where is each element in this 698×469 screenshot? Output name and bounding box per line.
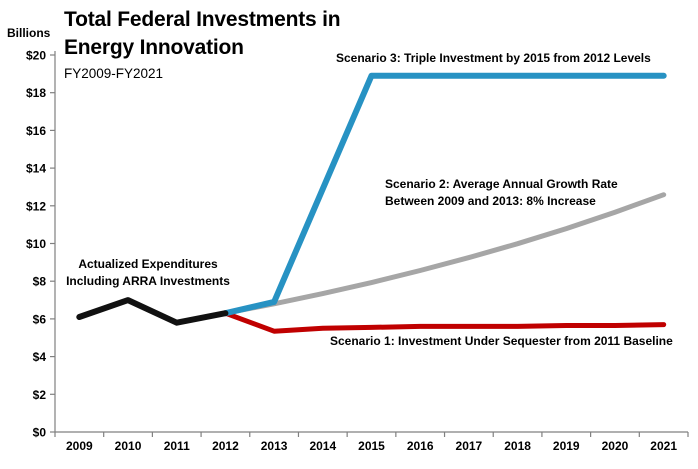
x-tick-label: 2012 [212, 439, 239, 453]
series-line-scenario3 [222, 72, 667, 317]
x-tick-label: 2017 [456, 439, 483, 453]
y-tick-label: $20 [26, 49, 46, 63]
y-tick-label: $10 [26, 237, 46, 251]
y-tick-label: $6 [33, 312, 47, 326]
y-tick-label: $2 [33, 388, 47, 402]
x-tick-label: 2011 [164, 439, 190, 453]
annotation-actualized-expenditures: Actualized Expenditures Including ARRA I… [56, 256, 240, 290]
chart-title-line2: Energy Innovation [64, 36, 244, 59]
annotation-actualized-line1: Actualized Expenditures [78, 257, 218, 271]
y-tick-label: $18 [26, 86, 46, 100]
annotation-actualized-line2: Including ARRA Investments [66, 274, 230, 288]
x-tick-label: 2021 [650, 439, 677, 453]
annotation-scenario2-line1: Scenario 2: Average Annual Growth Rate [385, 177, 618, 191]
x-tick-label: 2010 [115, 439, 142, 453]
annotation-scenario1: Scenario 1: Investment Under Sequester f… [330, 334, 673, 348]
x-tick-label: 2013 [261, 439, 288, 453]
annotation-scenario2-line2: Between 2009 and 2013: 8% Increase [385, 194, 596, 208]
y-tick-label: $14 [26, 162, 46, 176]
y-tick-label: $4 [33, 350, 47, 364]
y-axis-unit-label: Billions [7, 26, 51, 40]
y-tick-label: $12 [26, 199, 46, 213]
series-line-scenario1 [222, 310, 667, 334]
x-tick-label: 2009 [66, 439, 93, 453]
y-tick-label: $0 [33, 426, 47, 440]
annotation-scenario3: Scenario 3: Triple Investment by 2015 fr… [336, 51, 651, 65]
x-tick-label: 2018 [504, 439, 531, 453]
chart-title-block: Total Federal Investments in Energy Inno… [64, 6, 341, 82]
x-tick-label: 2016 [407, 439, 434, 453]
series-line-actual [76, 297, 229, 326]
x-tick-label: 2020 [602, 439, 629, 453]
y-tick-label: $8 [33, 275, 47, 289]
annotation-scenario2: Scenario 2: Average Annual Growth Rate B… [385, 176, 618, 210]
chart-title-line1: Total Federal Investments in [64, 8, 341, 31]
y-tick-label: $16 [26, 124, 46, 138]
chart-subtitle: FY2009-FY2021 [64, 66, 164, 81]
x-tick-label: 2014 [309, 439, 336, 453]
x-tick-label: 2015 [358, 439, 385, 453]
series-line-scenario2 [222, 192, 667, 316]
x-tick-label: 2019 [553, 439, 580, 453]
